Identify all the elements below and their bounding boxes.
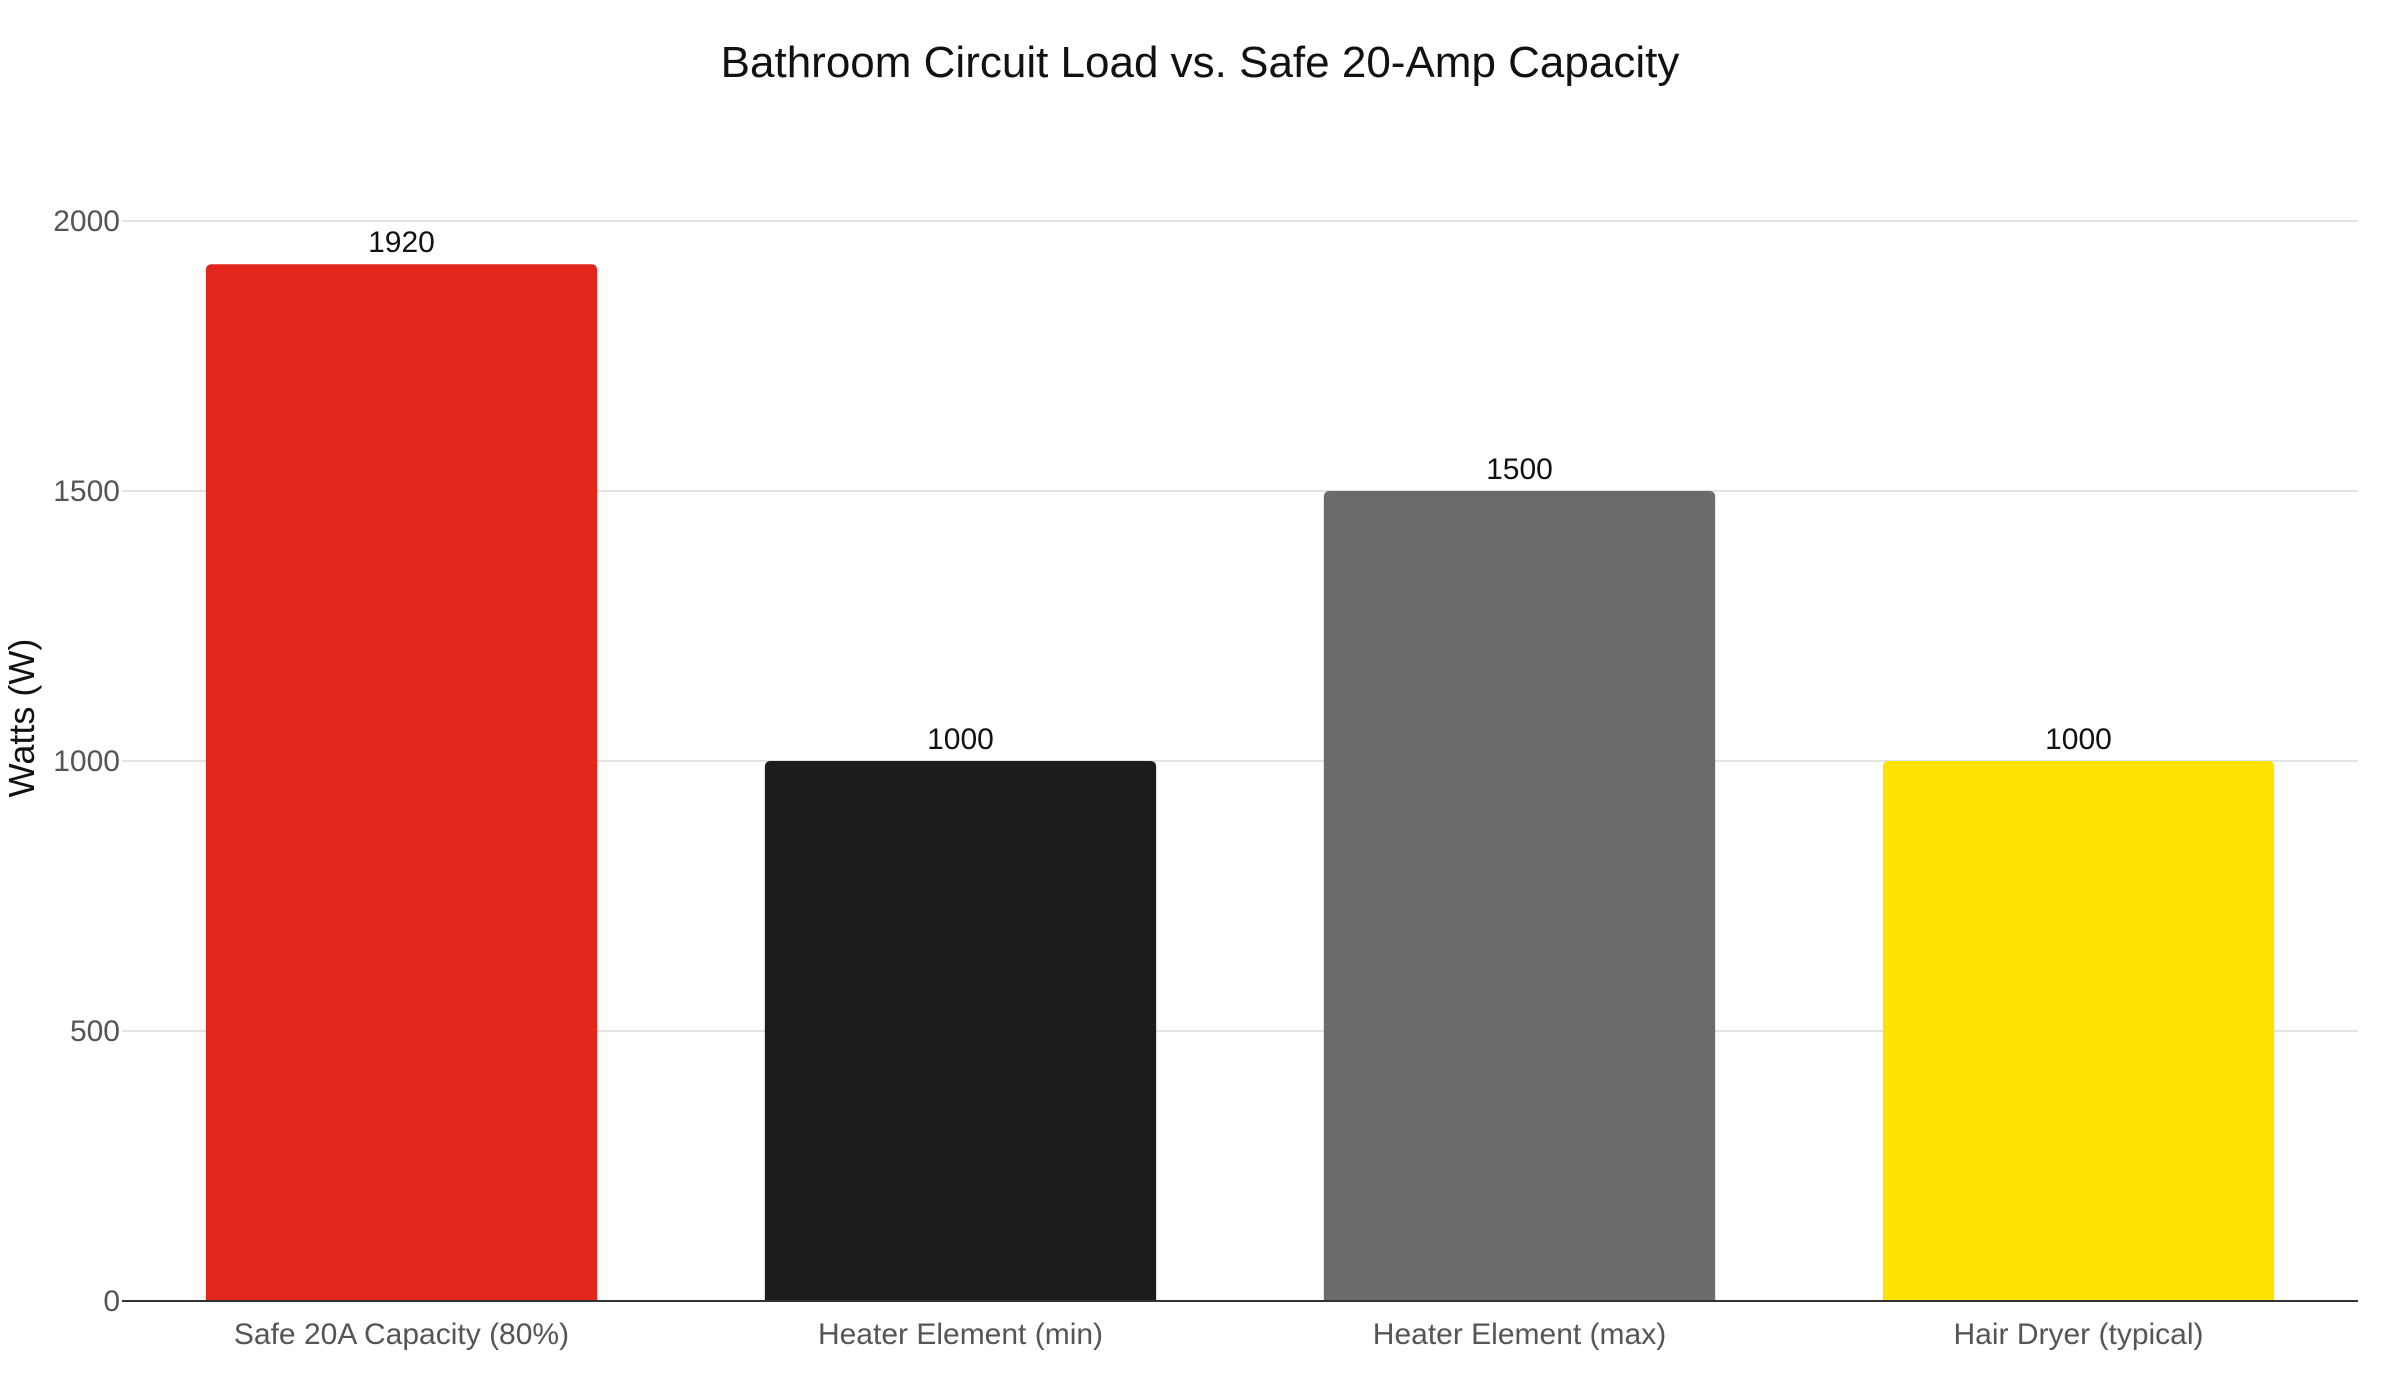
bars (205, 264, 2275, 1302)
data-labels: 1920 1000 1500 1000 (368, 226, 2112, 756)
chart-title: Bathroom Circuit Load vs. Safe 20-Amp Ca… (720, 38, 1680, 87)
x-category-label: Heater Element (max) (1373, 1318, 1666, 1351)
bar (205, 264, 598, 1302)
bar-value-label: 1000 (927, 723, 994, 756)
x-axis-categories: Safe 20A Capacity (80%) Heater Element (m… (234, 1318, 2204, 1351)
bar (1882, 761, 2275, 1301)
y-axis-title: Watts (W) (1, 639, 42, 798)
bar-value-label: 1000 (2045, 723, 2112, 756)
x-category-label: Safe 20A Capacity (80%) (234, 1318, 569, 1351)
bar-value-label: 1500 (1486, 453, 1553, 486)
y-tick-label: 2000 (53, 205, 120, 238)
y-axis-ticks: 0 500 1000 1500 2000 (53, 205, 120, 1318)
y-tick-label: 1500 (53, 475, 120, 508)
bar (1323, 491, 1716, 1301)
y-tick-label: 0 (103, 1285, 120, 1318)
bar-value-label: 1920 (368, 226, 435, 259)
x-category-label: Heater Element (min) (818, 1318, 1103, 1351)
bar (764, 761, 1157, 1301)
y-tick-label: 1000 (53, 745, 120, 778)
x-category-label: Hair Dryer (typical) (1953, 1318, 2203, 1351)
y-tick-label: 500 (70, 1015, 120, 1048)
